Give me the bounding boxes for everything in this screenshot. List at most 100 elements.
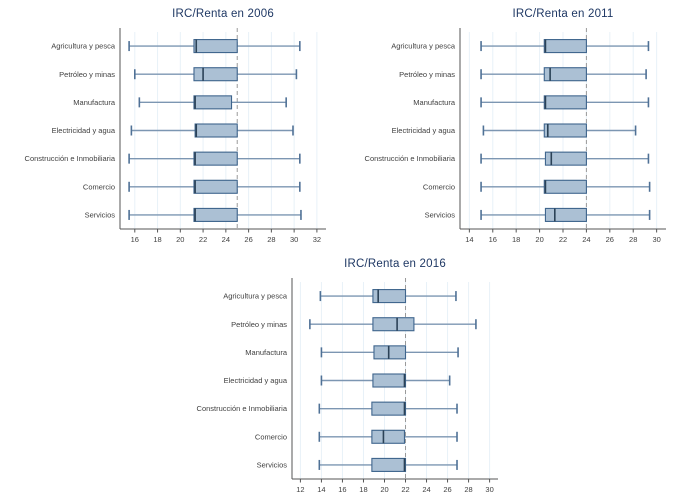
boxplot-svg: 12 14 16 18 20 22 24 26 28 30 Agricultura y pesca P… xyxy=(197,278,498,494)
x-tick-label: 20 xyxy=(535,235,543,244)
category-label: Agricultura y pesca xyxy=(51,42,116,51)
iqr-box xyxy=(193,151,238,166)
x-tick-label: 18 xyxy=(359,485,367,494)
category-label: Petróleo y minas xyxy=(59,70,115,79)
chart-title-2006: IRC/Renta en 2006 xyxy=(172,8,274,20)
category-label: Construcción e Inmobiliaria xyxy=(25,154,116,163)
category-label: Comercio xyxy=(255,432,287,441)
category-label: Electricidad y agua xyxy=(224,376,288,385)
x-tick-label: 28 xyxy=(629,235,637,244)
iqr-box xyxy=(193,67,238,82)
iqr-box xyxy=(544,151,587,166)
iqr-box xyxy=(544,207,587,222)
iqr-box xyxy=(543,179,587,194)
box-row: Manufactura xyxy=(413,95,650,110)
category-label: Petróleo y minas xyxy=(231,320,287,329)
x-tick-label: 24 xyxy=(582,235,590,244)
x-tick-label: 30 xyxy=(652,235,660,244)
category-label: Comercio xyxy=(423,182,455,191)
x-tick-label: 14 xyxy=(317,485,325,494)
iqr-box xyxy=(372,289,407,304)
x-tick-label: 16 xyxy=(338,485,346,494)
iqr-box xyxy=(543,95,587,110)
x-tick-label: 24 xyxy=(222,235,230,244)
box-row: Petróleo y minas xyxy=(399,67,647,82)
box-row: Electricidad y agua xyxy=(224,373,451,388)
x-tick-label: 16 xyxy=(131,235,139,244)
x-tick-label: 12 xyxy=(296,485,304,494)
boxplot-chart-2016: IRC/Renta en 2016 12 14 16 18 20 22 24 26 28 30 Ag… xyxy=(172,250,512,499)
iqr-box xyxy=(194,123,238,138)
box-row: Manufactura xyxy=(73,95,287,110)
category-label: Servicios xyxy=(257,461,288,470)
iqr-box xyxy=(193,179,238,194)
x-tick-label: 22 xyxy=(559,235,567,244)
x-tick-label: 20 xyxy=(380,485,388,494)
iqr-box xyxy=(371,401,407,416)
box-row: Comercio xyxy=(255,429,458,444)
x-tick-label: 14 xyxy=(465,235,473,244)
box-row: Servicios xyxy=(85,207,302,222)
box-row: Construcción e Inmobiliaria xyxy=(197,401,458,416)
box-row: Petróleo y minas xyxy=(59,67,298,82)
x-tick-label: 30 xyxy=(290,235,298,244)
category-label: Comercio xyxy=(83,182,115,191)
category-label: Construcción e Inmobiliaria xyxy=(197,404,288,413)
iqr-box xyxy=(543,123,587,138)
iqr-box xyxy=(193,207,238,222)
x-tick-label: 28 xyxy=(464,485,472,494)
iqr-box xyxy=(543,67,587,82)
chart-title-2011: IRC/Renta en 2011 xyxy=(512,8,614,20)
category-label: Electricidad y agua xyxy=(392,126,456,135)
x-tick-label: 22 xyxy=(199,235,207,244)
x-tick-label: 30 xyxy=(485,485,493,494)
box-row: Petróleo y minas xyxy=(231,317,477,332)
box-row: Agricultura y pesca xyxy=(51,39,301,54)
category-label: Agricultura y pesca xyxy=(223,292,288,301)
iqr-box xyxy=(193,95,233,110)
iqr-box xyxy=(371,429,406,444)
category-label: Servicios xyxy=(425,211,456,220)
boxplot-chart-2006: IRC/Renta en 2006 16 18 20 22 24 26 28 30 32 Agri… xyxy=(0,0,340,250)
box-row: Construcción e Inmobiliaria xyxy=(365,151,650,166)
iqr-box xyxy=(373,345,407,360)
x-tick-label: 28 xyxy=(267,235,275,244)
chart-title-2016: IRC/Renta en 2016 xyxy=(344,258,446,270)
box-row: Agricultura y pesca xyxy=(391,39,650,54)
iqr-box xyxy=(371,457,407,472)
box-row: Electricidad y agua xyxy=(392,123,637,138)
category-label: Construcción e Inmobiliaria xyxy=(365,154,456,163)
box-row: Servicios xyxy=(257,457,458,472)
box-row: Servicios xyxy=(425,207,651,222)
iqr-box xyxy=(372,317,415,332)
x-tick-label: 32 xyxy=(313,235,321,244)
x-tick-label: 26 xyxy=(443,485,451,494)
x-tick-label: 24 xyxy=(422,485,430,494)
x-tick-label: 20 xyxy=(176,235,184,244)
x-tick-label: 18 xyxy=(153,235,161,244)
category-label: Petróleo y minas xyxy=(399,70,455,79)
category-label: Agricultura y pesca xyxy=(391,42,456,51)
boxplot-chart-2011: IRC/Renta en 2011 14 16 18 20 22 24 26 28 30 Agri… xyxy=(340,0,680,250)
category-label: Manufactura xyxy=(73,98,116,107)
box-row: Agricultura y pesca xyxy=(223,289,457,304)
iqr-box xyxy=(372,373,407,388)
box-row: Electricidad y agua xyxy=(52,123,294,138)
boxplot-svg: 16 18 20 22 24 26 28 30 32 Agricultura y pesca Pet… xyxy=(25,28,326,244)
box-row: Construcción e Inmobiliaria xyxy=(25,151,301,166)
iqr-box xyxy=(543,39,587,54)
box-row: Comercio xyxy=(423,179,651,194)
x-tick-label: 18 xyxy=(512,235,520,244)
box-row: Comercio xyxy=(83,179,301,194)
x-tick-label: 22 xyxy=(401,485,409,494)
category-label: Servicios xyxy=(85,211,116,220)
x-tick-label: 26 xyxy=(244,235,252,244)
boxplot-svg: 14 16 18 20 22 24 26 28 30 Agricultura y pesca Pet… xyxy=(365,28,666,244)
x-tick-label: 16 xyxy=(489,235,497,244)
category-label: Manufactura xyxy=(413,98,456,107)
category-label: Manufactura xyxy=(245,348,288,357)
x-tick-label: 26 xyxy=(606,235,614,244)
box-row: Manufactura xyxy=(245,345,459,360)
category-label: Electricidad y agua xyxy=(52,126,116,135)
